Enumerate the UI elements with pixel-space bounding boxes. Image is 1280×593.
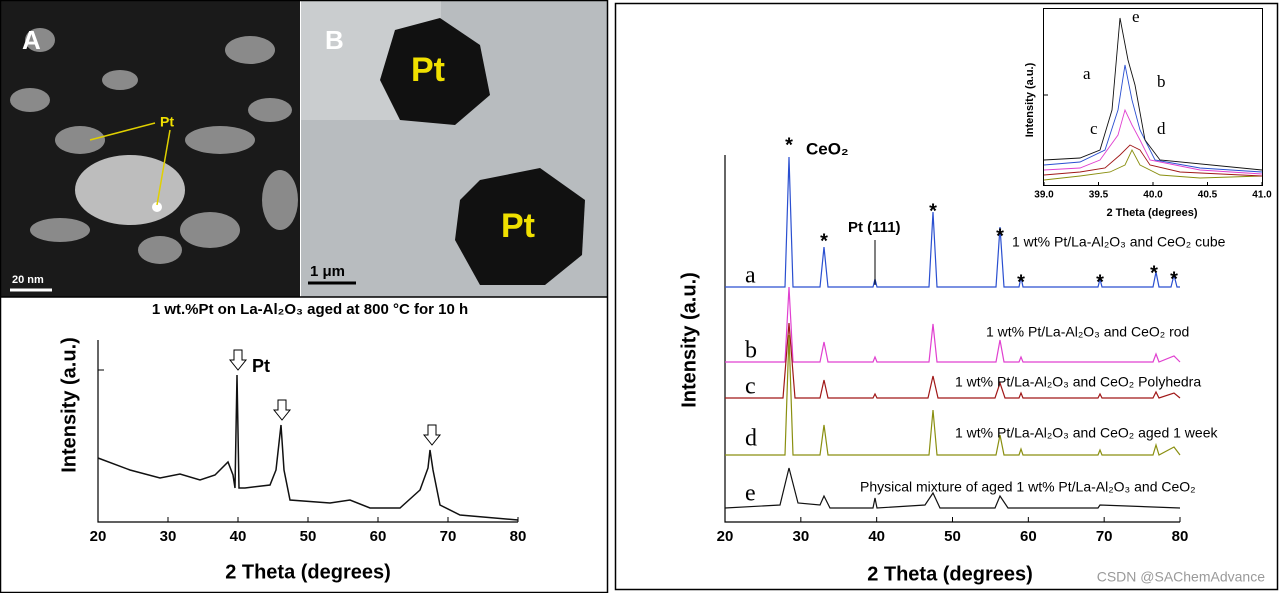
marker: * [785, 134, 793, 156]
scale-bar-label: 20 nm [12, 274, 44, 286]
panel-d: D a b c d e 1 wt% Pt/La-Al₂O₃ and CeO₂ c… [614, 2, 1279, 591]
curve-label: b [745, 338, 757, 364]
marker: * [929, 200, 937, 222]
panel-b: B Pt Pt 1 μm [301, 0, 608, 297]
x-tick-label: 80 [510, 528, 527, 545]
panel-label: D [628, 25, 647, 55]
y-axis-label: Intensity (a.u.) [1024, 62, 1036, 137]
curve-description: 1 wt% Pt/La-Al₂O₃ and CeO₂ rod [986, 324, 1189, 340]
x-tick-label: 60 [1020, 528, 1037, 545]
annotation: Pt [160, 114, 174, 130]
x-tick-label: 41.0 [1252, 190, 1272, 201]
inset: e a b c d Intensity (a.u.) 2 Theta (degr… [1024, 7, 1263, 219]
x-tick-label: 39.5 [1089, 190, 1109, 201]
marker: * [1170, 268, 1178, 290]
curve-description: 1 wt% Pt/La-Al₂O₃ and CeO₂ cube [1012, 234, 1226, 250]
marker: * [1017, 271, 1025, 293]
x-axis-label: 2 Theta (degrees) [225, 561, 391, 583]
x-tick-label: 50 [300, 528, 317, 545]
xrd-curve [97, 374, 519, 521]
marker: * [1096, 271, 1104, 293]
curve-label: d [1157, 119, 1166, 138]
peak-label: Pt [252, 356, 270, 376]
curve-label: a [1083, 64, 1091, 83]
curve-label: c [1090, 119, 1098, 138]
y-axis-label: Intensity (a.u.) [678, 272, 700, 408]
x-tick-label: 80 [1172, 528, 1189, 545]
x-tick-label: 20 [90, 528, 107, 545]
x-axis-label: 2 Theta (degrees) [1106, 207, 1197, 219]
peak-label: Pt (111) [848, 219, 901, 236]
curve-label: b [1157, 72, 1166, 91]
particles [10, 28, 298, 264]
xrd-curves [724, 156, 1181, 509]
x-axis-label: 2 Theta (degrees) [867, 563, 1033, 585]
curve-label: d [745, 426, 757, 452]
x-tick-label: 70 [1096, 528, 1113, 545]
curve-label: e [745, 481, 756, 507]
curve-description: 1 wt% Pt/La-Al₂O₃ and CeO₂ aged 1 week [955, 425, 1218, 441]
peak-label: CeO₂ [806, 139, 849, 158]
marker: * [996, 225, 1004, 247]
x-tick-label: 70 [440, 528, 457, 545]
x-tick-label: 40.0 [1143, 190, 1163, 201]
panel-label: C [22, 310, 41, 340]
x-tick-label: 40.5 [1198, 190, 1218, 201]
marker: * [820, 230, 828, 252]
x-tick-label: 40 [230, 528, 247, 545]
x-tick-label: 60 [370, 528, 387, 545]
curve-description: 1 wt% Pt/La-Al₂O₃ and CeO₂ Polyhedra [955, 374, 1201, 390]
watermark: CSDN @SAChemAdvance [1097, 569, 1265, 585]
curve-label: a [745, 263, 756, 289]
curve-description: Physical mixture of aged 1 wt% Pt/La-Al₂… [860, 479, 1196, 495]
curve-label: e [1132, 7, 1140, 26]
panel-a: A Pt 20 nm [0, 0, 300, 297]
annotation: Pt [501, 207, 535, 245]
x-tick-label: 30 [792, 528, 809, 545]
panel-label: B [325, 25, 344, 55]
annotation: Pt [411, 51, 445, 89]
panel-label: A [22, 25, 41, 55]
x-tick-label: 50 [944, 528, 961, 545]
curve-label: c [745, 374, 756, 400]
x-tick-label: 20 [717, 528, 734, 545]
y-axis-label: Intensity (a.u.) [58, 337, 80, 473]
panel-title: 1 wt.%Pt on La-Al₂O₃ aged at 800 °C for … [152, 301, 468, 318]
x-tick-label: 30 [160, 528, 177, 545]
x-tick-label: 40 [868, 528, 885, 545]
scale-bar-label: 1 μm [310, 263, 345, 280]
marker: * [1150, 262, 1158, 284]
x-tick-label: 39.0 [1034, 190, 1054, 201]
